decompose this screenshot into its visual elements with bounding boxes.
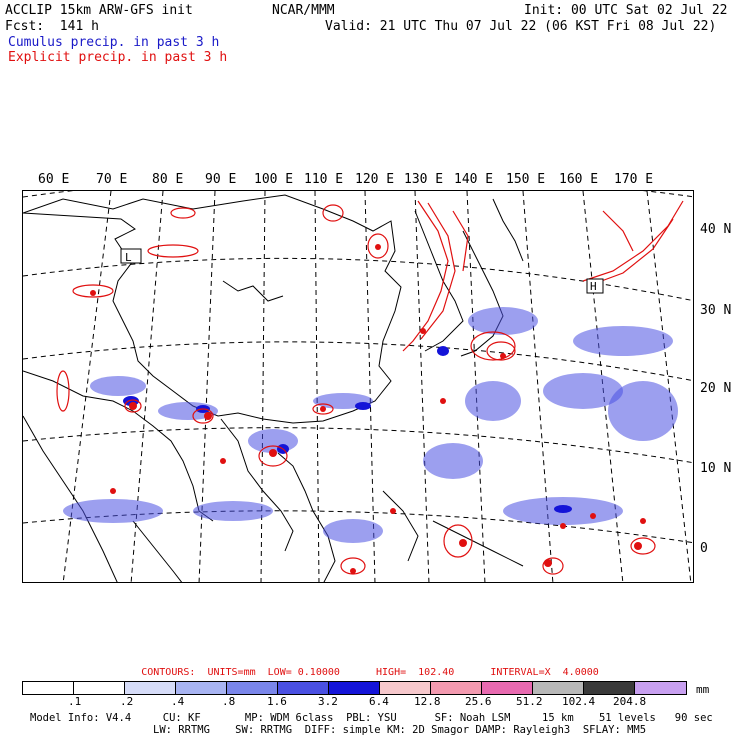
colorbar-swatch bbox=[176, 682, 227, 694]
plot-title: ACCLIP 15km ARW-GFS init bbox=[5, 3, 193, 18]
colorbar-swatch bbox=[227, 682, 278, 694]
lon-label: 120 E bbox=[355, 172, 395, 187]
colorbar-label: .8 bbox=[222, 695, 236, 708]
colorbar-swatch bbox=[329, 682, 380, 694]
sri-lanka-coast bbox=[132, 520, 183, 582]
model-info-line2: LW: RRTMG SW: RRTMG DIFF: simple KM: 2D … bbox=[153, 724, 647, 736]
colorbar-label: .2 bbox=[120, 695, 134, 708]
cumulus-legend-label: Cumulus precip. in past 3 h bbox=[8, 35, 220, 50]
lon-label: 80 E bbox=[152, 172, 184, 187]
lon-line bbox=[198, 191, 216, 582]
lon-label: 160 E bbox=[559, 172, 599, 187]
cumulus-precip-heavy bbox=[123, 346, 572, 513]
lon-line bbox=[466, 191, 486, 582]
lon-line bbox=[260, 191, 266, 582]
lat-line-10n bbox=[23, 427, 693, 464]
explicit-precip-cells bbox=[90, 244, 646, 574]
colorbar-label: 204.8 bbox=[613, 695, 647, 708]
coastlines bbox=[23, 194, 524, 582]
high-marker: H bbox=[590, 280, 597, 293]
lat-label: 10 N bbox=[700, 461, 732, 476]
precip-map: L H bbox=[22, 190, 694, 583]
malay-coast bbox=[277, 452, 336, 582]
colorbar-label: .4 bbox=[171, 695, 185, 708]
map-canvas: L H bbox=[23, 191, 693, 582]
lon-line bbox=[646, 191, 692, 582]
model-info-line1: Model Info: V4.4 CU: KF MP: WDM 6class P… bbox=[30, 712, 713, 724]
lat-label: 0 bbox=[700, 541, 708, 556]
high-marker-box bbox=[586, 278, 604, 294]
philippines-coast bbox=[382, 490, 419, 562]
colorbar-units: mm bbox=[696, 683, 710, 696]
border-line bbox=[222, 280, 284, 302]
borneo-coast bbox=[432, 520, 524, 567]
colorbar-swatch bbox=[74, 682, 125, 694]
china-outline bbox=[23, 194, 402, 424]
lon-line bbox=[62, 191, 112, 582]
colorbar-swatch bbox=[533, 682, 584, 694]
valid-time: Valid: 21 UTC Thu 07 Jul 22 (06 KST Fri … bbox=[325, 19, 717, 34]
japan-coast bbox=[460, 230, 504, 357]
lat-line-40n bbox=[23, 191, 693, 198]
lon-label: 140 E bbox=[454, 172, 494, 187]
colorbar-label: 12.8 bbox=[414, 695, 441, 708]
colorbar bbox=[22, 681, 687, 695]
lon-line bbox=[582, 191, 624, 582]
colorbar-label: .1 bbox=[68, 695, 82, 708]
low-marker-box bbox=[120, 248, 142, 264]
colorbar-label: 51.2 bbox=[516, 695, 543, 708]
colorbar-label: 102.4 bbox=[562, 695, 596, 708]
colorbar-label: 25.6 bbox=[465, 695, 492, 708]
colorbar-swatch bbox=[278, 682, 329, 694]
lat-label: 40 N bbox=[700, 222, 732, 237]
colorbar-swatch bbox=[23, 682, 74, 694]
explicit-legend-label: Explicit precip. in past 3 h bbox=[8, 50, 228, 65]
contour-info: CONTOURS: UNITS=mm LOW= 0.10000 HIGH= 10… bbox=[141, 667, 599, 678]
lon-label: 110 E bbox=[304, 172, 344, 187]
colorbar-swatch bbox=[125, 682, 176, 694]
forecast-hour: Fcst: 141 h bbox=[5, 19, 99, 34]
lon-label: 170 E bbox=[614, 172, 654, 187]
lon-line bbox=[364, 191, 376, 582]
indochina-coast bbox=[220, 418, 294, 552]
colorbar-swatch bbox=[431, 682, 482, 694]
lat-label: 20 N bbox=[700, 381, 732, 396]
colorbar-label: 6.4 bbox=[369, 695, 389, 708]
init-time: Init: 00 UTC Sat 02 Jul 22 bbox=[524, 3, 728, 18]
colorbar-swatch bbox=[635, 682, 686, 694]
lon-label: 90 E bbox=[205, 172, 237, 187]
korea-coast bbox=[414, 210, 464, 352]
lon-label: 130 E bbox=[404, 172, 444, 187]
lon-line bbox=[314, 191, 320, 582]
india-coast bbox=[23, 370, 214, 522]
colorbar-swatch bbox=[380, 682, 431, 694]
lon-label: 70 E bbox=[96, 172, 128, 187]
colorbar-swatch bbox=[584, 682, 635, 694]
lon-label: 150 E bbox=[506, 172, 546, 187]
sakhalin-coast bbox=[492, 198, 524, 262]
graticule bbox=[23, 191, 693, 582]
colorbar-swatch bbox=[482, 682, 533, 694]
low-marker: L bbox=[125, 251, 132, 264]
lon-label: 100 E bbox=[254, 172, 294, 187]
lon-label: 60 E bbox=[38, 172, 70, 187]
lon-line bbox=[414, 191, 430, 582]
org-label: NCAR/MMM bbox=[272, 3, 335, 18]
lat-line-20n bbox=[23, 341, 693, 382]
explicit-precip-contours bbox=[56, 200, 684, 575]
arabian-coast bbox=[23, 415, 118, 582]
colorbar-label: 3.2 bbox=[318, 695, 338, 708]
colorbar-label: 1.6 bbox=[267, 695, 287, 708]
lat-label: 30 N bbox=[700, 303, 732, 318]
